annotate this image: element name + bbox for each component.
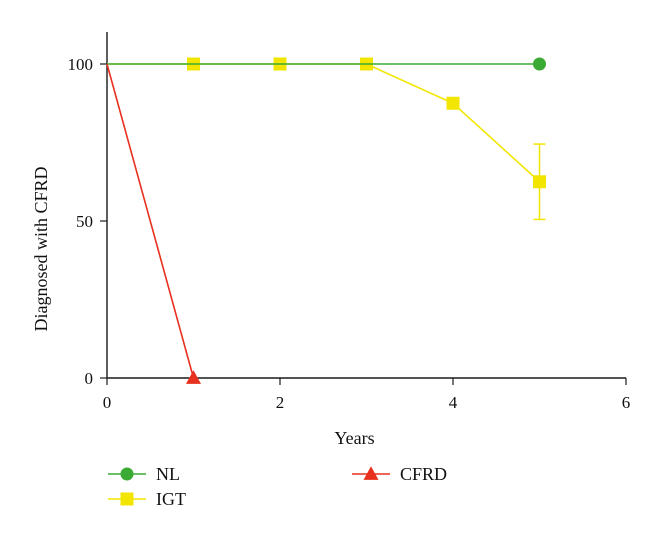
- series-igt-point: [446, 96, 460, 110]
- legend-item-cfrd: CFRD: [352, 464, 447, 484]
- x-tick-label: 4: [449, 393, 458, 412]
- y-axis-title: Diagnosed with CFRD: [31, 166, 51, 331]
- x-tick-label: 6: [622, 393, 631, 412]
- legend-igt-label: IGT: [156, 489, 186, 509]
- legend-item-igt: IGT: [108, 489, 186, 509]
- legend-cfrd-label: CFRD: [400, 464, 447, 484]
- series-igt-line: [107, 63, 541, 183]
- legend-nl-marker: [120, 467, 134, 481]
- y-tick-label: 100: [68, 55, 94, 74]
- x-tick-label: 2: [276, 393, 285, 412]
- series-nl: [107, 57, 546, 71]
- x-tick-label: 0: [103, 393, 112, 412]
- x-axis-title: Years: [334, 428, 374, 448]
- series-layer: [106, 57, 546, 384]
- series-igt: [107, 57, 546, 221]
- series-cfrd: [106, 63, 201, 384]
- series-cfrd-line: [106, 63, 195, 379]
- legend-item-nl: NL: [108, 464, 180, 484]
- legend: NL IGT CFRD: [108, 464, 447, 509]
- series-nl-point: [533, 57, 546, 71]
- legend-cfrd-marker: [363, 466, 379, 480]
- y-tick-label: 0: [85, 369, 94, 388]
- axes: 0 2 4 6 0 50 100 Years Diagnosed with CFRD: [31, 32, 630, 448]
- y-tick-label: 50: [76, 212, 93, 231]
- legend-nl-label: NL: [156, 464, 180, 484]
- legend-igt-marker: [120, 492, 134, 506]
- series-igt-point: [533, 175, 546, 189]
- series-cfrd-point: [186, 370, 201, 384]
